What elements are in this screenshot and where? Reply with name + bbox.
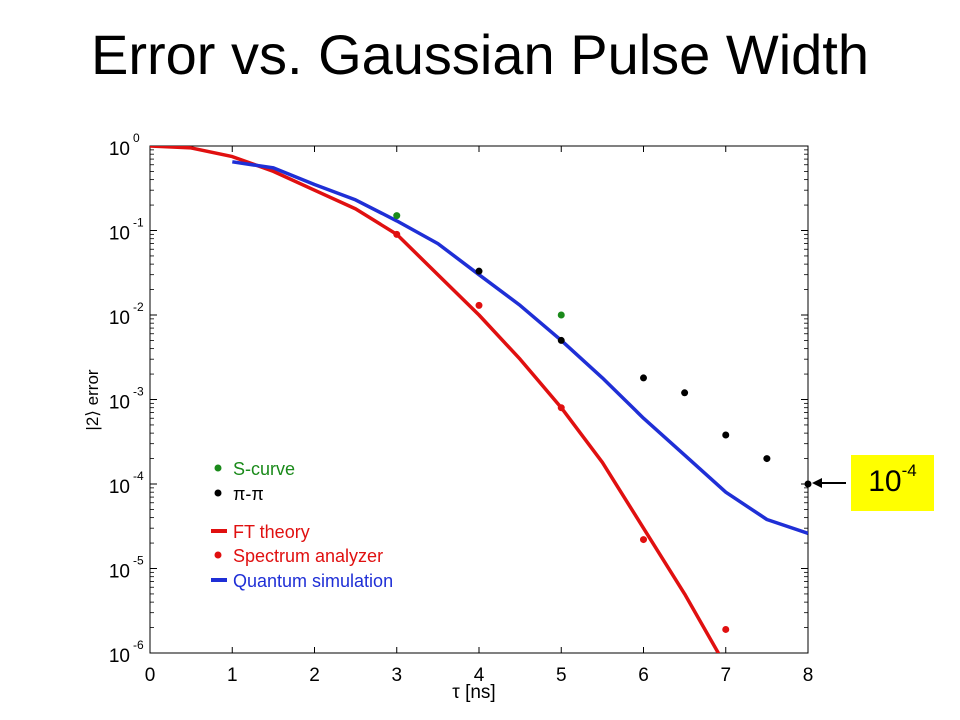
y-tick-label: 10: [109, 562, 130, 583]
data-point: [804, 480, 812, 488]
x-tick-label: 3: [391, 665, 402, 686]
y-tick-label: 10: [109, 393, 130, 414]
x-tick-label: 0: [145, 665, 156, 686]
y-tick-exponent: -6: [133, 638, 144, 652]
callout-arrow: [812, 478, 846, 488]
callout-text: 10-4: [851, 461, 934, 499]
x-tick-label: 5: [556, 665, 567, 686]
x-tick-label: 1: [227, 665, 238, 686]
y-tick-exponent: -4: [133, 469, 144, 483]
y-axis-label: |2⟩ error: [83, 369, 102, 430]
x-tick-label: 4: [474, 665, 485, 686]
legend: S-curve π-π FT theory Spectrum analyzer Quan…: [211, 459, 393, 591]
data-point: [557, 404, 565, 412]
y-tick-exponent: -2: [133, 300, 144, 314]
data-point: [475, 267, 483, 275]
data-point: [393, 230, 401, 238]
data-point: [681, 389, 689, 397]
callout-base: 10: [868, 465, 902, 498]
legend-marker: [214, 489, 222, 497]
y-tick-label: 10: [109, 139, 130, 160]
data-point: [557, 336, 565, 344]
data-point: [640, 374, 647, 382]
legend-marker: [214, 551, 222, 559]
data-point: [557, 311, 565, 319]
x-tick-label: 2: [309, 665, 320, 686]
y-tick-label: 10: [109, 308, 130, 329]
series-line-ft-theory: [150, 146, 721, 653]
y-tick-label: 10: [109, 224, 130, 245]
page-title: Error vs. Gaussian Pulse Width: [90, 23, 870, 86]
data-point: [722, 625, 730, 633]
y-tick-exponent: -3: [133, 385, 144, 399]
x-tick-label: 8: [803, 665, 814, 686]
legend-label: FT theory: [233, 522, 310, 542]
legend-label: Spectrum analyzer: [233, 546, 383, 566]
legend-label: π-π: [233, 484, 264, 504]
data-point: [475, 301, 483, 309]
x-axis-label: τ [ns]: [452, 682, 495, 703]
legend-label: Quantum simulation: [233, 571, 393, 591]
series-line-quantum-simulation: [232, 160, 808, 536]
legend-marker: [214, 464, 222, 472]
y-tick-label: 10: [109, 646, 130, 667]
y-tick-exponent: -1: [133, 216, 144, 230]
series-layer: [150, 146, 812, 653]
data-point: [393, 212, 401, 220]
x-tick-label: 7: [720, 665, 731, 686]
x-tick-label: 6: [638, 665, 649, 686]
data-point: [763, 455, 771, 463]
data-point: [722, 431, 730, 439]
y-tick-exponent: -5: [133, 554, 144, 568]
legend-label: S-curve: [233, 459, 295, 479]
data-point: [640, 536, 647, 544]
callout-exponent: -4: [901, 461, 917, 480]
x-axis-ticks: 0 1 2 3 4 5 6 7 8: [145, 146, 814, 686]
callout-box: 10-4: [851, 455, 934, 511]
y-tick-label: 10: [109, 477, 130, 498]
y-tick-exponent: 0: [133, 131, 140, 145]
